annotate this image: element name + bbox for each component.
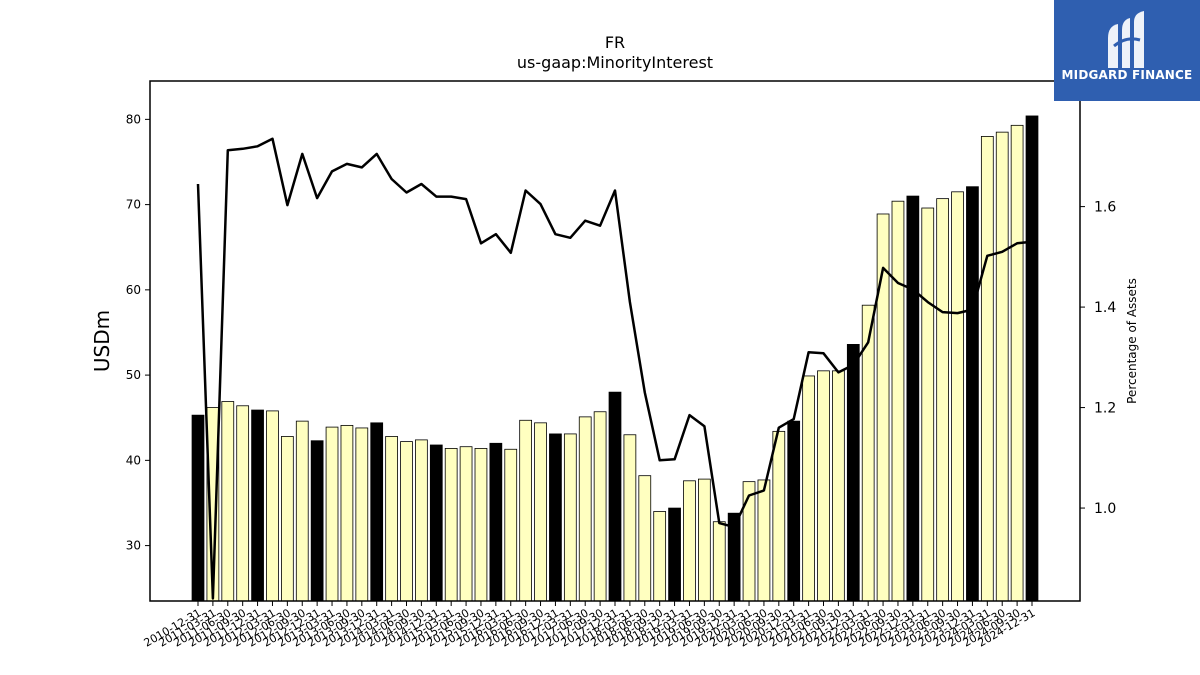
chart-subtitle: us-gaap:MinorityInterest bbox=[517, 53, 713, 72]
bar-2012-09-30 bbox=[295, 420, 309, 602]
bar-2011-06-30 bbox=[221, 401, 235, 602]
bar-2019-09-30 bbox=[712, 521, 726, 602]
bar-2022-12-31 bbox=[906, 195, 920, 602]
bar-2015-06-30 bbox=[459, 446, 473, 602]
y-tick-label: 30 bbox=[126, 539, 141, 553]
bar-2023-06-30 bbox=[936, 198, 950, 602]
bar-2020-03-31 bbox=[742, 481, 756, 602]
y2-tick-label: 1.0 bbox=[1094, 501, 1116, 517]
bar-2010-12-31 bbox=[191, 414, 205, 602]
bar-2012-03-31 bbox=[266, 410, 279, 602]
brand-logo-box: MIDGARD FINANCE bbox=[1054, 0, 1200, 101]
bar-2020-09-30 bbox=[772, 430, 786, 602]
bar-2013-03-31 bbox=[325, 426, 339, 602]
x-axis: 2010-12-312011-03-312011-06-302011-09-30… bbox=[142, 601, 1038, 650]
bar-2020-12-31 bbox=[787, 420, 801, 602]
bar-2023-12-31 bbox=[966, 186, 979, 602]
y-tick-label: 50 bbox=[126, 368, 141, 382]
bar-2024-03-31 bbox=[980, 136, 994, 602]
bar-2015-09-30 bbox=[474, 448, 488, 602]
y2-tick-label: 1.4 bbox=[1094, 300, 1116, 316]
bar-2013-12-31 bbox=[370, 422, 384, 602]
y-tick-label: 60 bbox=[126, 283, 141, 297]
bar-2014-09-30 bbox=[415, 439, 428, 602]
y2-tick-label: 1.6 bbox=[1094, 200, 1116, 216]
bar-2013-09-30 bbox=[355, 427, 369, 602]
y-axis-right: 1.0 1.2 1.4 1.6 bbox=[1080, 200, 1116, 517]
line-layer bbox=[196, 137, 1033, 600]
bar-2016-06-30 bbox=[519, 419, 533, 602]
y-axis-label: USDm bbox=[90, 310, 114, 372]
bar-2024-12-31 bbox=[1025, 115, 1039, 602]
bar-2023-09-30 bbox=[951, 191, 964, 602]
bar-2017-06-30 bbox=[578, 416, 592, 602]
bar-2015-03-31 bbox=[444, 448, 458, 602]
bar-2018-03-31 bbox=[623, 434, 637, 602]
bar-2012-12-31 bbox=[310, 440, 324, 602]
y2-axis-label: Percentage of Assets bbox=[1125, 278, 1139, 404]
y-tick-label: 40 bbox=[126, 453, 141, 467]
bar-2017-12-31 bbox=[608, 391, 622, 602]
midgard-logo-icon bbox=[1108, 11, 1144, 68]
bar-2019-03-31 bbox=[683, 480, 696, 602]
bar-2015-12-31 bbox=[489, 442, 503, 602]
bar-2014-12-31 bbox=[429, 444, 443, 602]
brand-name: MIDGARD FINANCE bbox=[1061, 68, 1193, 82]
bar-2020-06-30 bbox=[757, 479, 771, 602]
bar-2012-06-30 bbox=[280, 436, 294, 602]
bar-2014-03-31 bbox=[385, 436, 398, 602]
bar-2022-09-30 bbox=[891, 200, 905, 602]
bar-2016-09-30 bbox=[534, 422, 547, 602]
bar-2011-12-31 bbox=[251, 409, 264, 602]
y2-tick-label: 1.2 bbox=[1094, 401, 1116, 417]
bar-2018-06-30 bbox=[638, 475, 652, 602]
y-axis-left: 30 40 50 60 70 80 bbox=[126, 112, 150, 553]
bar-2018-12-31 bbox=[668, 507, 681, 602]
bar-2019-06-30 bbox=[698, 478, 711, 602]
bar-2013-06-30 bbox=[340, 424, 354, 602]
bar-2021-09-30 bbox=[832, 370, 845, 602]
bar-2017-03-31 bbox=[563, 433, 577, 602]
bar-2024-06-30 bbox=[995, 131, 1009, 602]
chart-title: FR bbox=[605, 33, 625, 52]
bar-2014-06-30 bbox=[400, 441, 413, 602]
y-tick-label: 80 bbox=[126, 112, 141, 126]
bar-2018-09-30 bbox=[653, 511, 667, 602]
bar-2016-12-31 bbox=[549, 433, 562, 602]
bar-2024-09-30 bbox=[1010, 124, 1024, 602]
bar-2011-09-30 bbox=[236, 405, 250, 602]
bar-2021-06-30 bbox=[817, 370, 830, 602]
bar-2017-09-30 bbox=[593, 411, 607, 602]
bar-2021-12-31 bbox=[846, 344, 860, 602]
percentage-line bbox=[196, 137, 1033, 600]
bars-layer bbox=[191, 115, 1039, 602]
y-tick-label: 70 bbox=[126, 198, 141, 212]
bar-2021-03-31 bbox=[802, 375, 815, 602]
bar-2023-03-31 bbox=[921, 207, 935, 602]
bar-2016-03-31 bbox=[504, 448, 518, 602]
